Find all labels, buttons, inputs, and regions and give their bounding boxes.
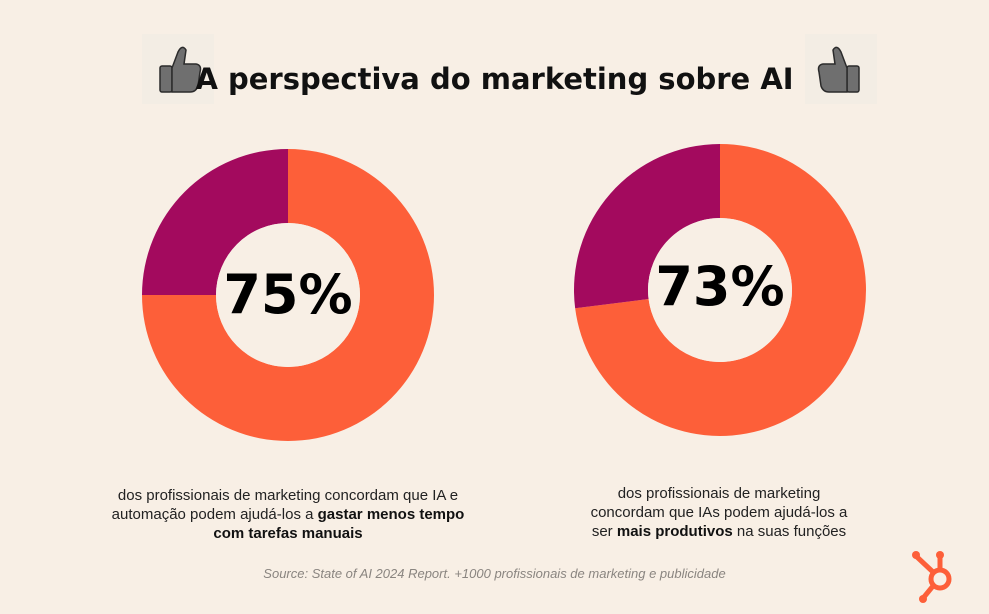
page-title: A perspectiva do marketing sobre AI: [195, 62, 794, 96]
caption-text: dos profissionais de marketing concordam…: [111, 487, 459, 523]
donut-2-center-label: 73%: [655, 255, 785, 318]
header: A perspectiva do marketing sobre AI: [0, 34, 989, 106]
donut-2-slice-concordam: [575, 144, 866, 436]
donut-1-caption: dos profissionais de marketing concordam…: [96, 486, 480, 543]
donut-1-slice-concordam: [142, 149, 434, 441]
caption-highlight: gastar menos tempo com tarefas manuais: [213, 506, 465, 542]
caption-highlight: mais produtivos: [616, 523, 733, 540]
thumbs-up-icon: [805, 34, 877, 104]
thumbs-up-icon: [142, 34, 214, 104]
caption-text: dos profissionais de marketing concordam…: [590, 485, 848, 540]
donut-2-slice-restante: [574, 144, 720, 309]
donut-1-slice-restante: [142, 149, 288, 295]
donut-2-hole: [648, 218, 792, 362]
donut-1-hole: [216, 223, 360, 367]
caption-text: na suas funções: [732, 523, 847, 540]
donut-2-caption: dos profissionais de marketing concordam…: [585, 484, 853, 541]
source-note: Source: State of AI 2024 Report. +1000 p…: [263, 566, 726, 581]
hubspot-logo-icon: [906, 543, 968, 609]
donut-1-center-label: 75%: [223, 263, 353, 326]
